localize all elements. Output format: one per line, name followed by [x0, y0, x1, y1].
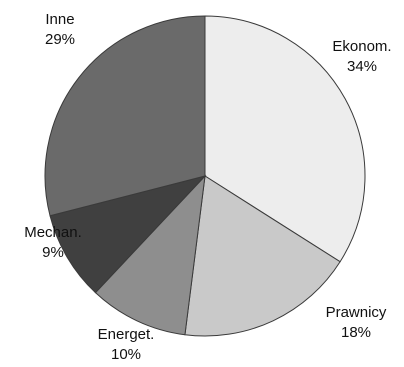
slice-percent-label: 9% — [42, 244, 64, 261]
slice-percent-label: 29% — [45, 31, 75, 48]
slice-label: Prawnicy — [326, 304, 387, 321]
slice-percent-label: 34% — [347, 58, 377, 75]
pie-slice-energet — [94, 174, 206, 336]
pie-labels: Ekonom. 34% Prawnicy 18% Energet. 10% Mechan. 9… — [24, 11, 391, 363]
slice-label: Ekonom. — [332, 38, 391, 55]
slice-percent-label: 10% — [111, 346, 141, 363]
pie-slice-ekonom — [204, 15, 366, 263]
pie-slice-inne — [44, 15, 206, 217]
pie-slices — [44, 15, 366, 337]
slice-label: Energet. — [98, 326, 155, 343]
slice-label: Inne — [45, 11, 74, 28]
pie-slice-mechan — [49, 175, 207, 294]
pie-slice-prawnicy — [184, 175, 341, 337]
slice-label: Mechan. — [24, 224, 82, 241]
slice-percent-label: 18% — [341, 324, 371, 341]
